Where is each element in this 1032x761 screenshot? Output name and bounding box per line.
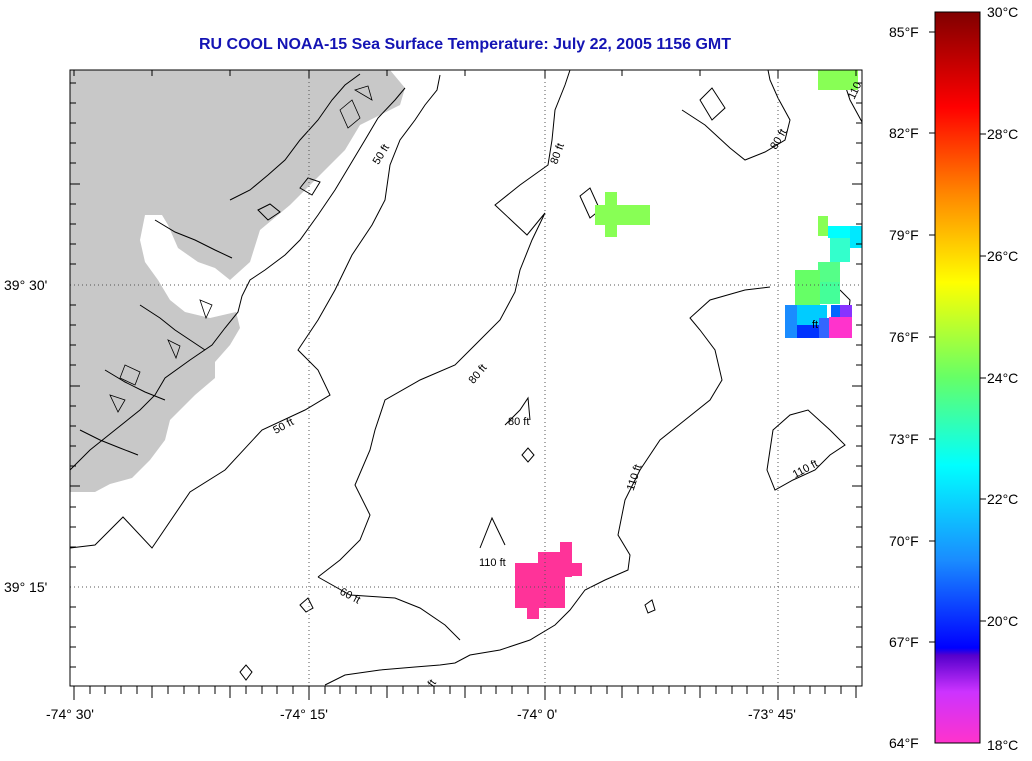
coastline [69,87,406,471]
colorbar-f-label: 70°F [889,533,919,549]
lon-label-74-15: -74° 15' [280,706,328,722]
lon-label-74-30: -74° 30' [46,706,94,722]
colorbar [934,11,981,744]
colorbar-c-label: 24°C [987,370,1019,386]
colorbar-f-label: 73°F [889,431,919,447]
contour-label: 110 ft [791,458,820,481]
graticule [70,70,862,686]
contour-label: 50 ft [371,142,393,167]
colorbar-c-label: 22°C [987,491,1019,507]
colorbar-c-label: 18°C [987,737,1019,753]
contour-label: 60 ft [338,586,363,607]
contour-label: 110 ft [625,463,645,492]
contour-label: 110 ft [479,557,506,569]
colorbar-f-label: 67°F [889,634,919,650]
lat-label-39-15: 39° 15' [4,579,48,595]
colorbar-f-label: 85°F [889,24,919,40]
lat-label-39-30: 39° 30' [4,277,48,293]
inner-coastline [79,73,361,456]
axis-ticks [70,70,862,700]
colorbar-ticks [929,31,986,643]
contour-label: 80 ft [768,127,789,152]
land-area [70,70,405,492]
sst-patch-pink [515,542,582,619]
contour-label: 80 ft [508,416,529,428]
lon-label-73-45: -73° 45' [748,706,796,722]
colorbar-c-label: 26°C [987,248,1019,264]
sst-patch-green [595,70,858,237]
marsh-channels [109,85,373,413]
contour-label: ft [812,319,818,331]
colorbar-f-label: 79°F [889,227,919,243]
contour-label: 50 ft [271,416,296,437]
colorbar-c-label: 28°C [987,126,1019,142]
lon-label-74-0: -74° 0' [517,706,558,722]
colorbar-c-label: 20°C [987,613,1019,629]
sst-patch-east [785,216,862,338]
colorbar-c-label: 30°C [987,4,1019,20]
colorbar-f-label: 82°F [889,125,919,141]
contour-label: 80 ft [467,362,490,386]
map-frame [69,69,863,687]
colorbar-f-label: 76°F [889,329,919,345]
map-title: RU COOL NOAA-15 Sea Surface Temperature:… [198,36,732,53]
colorbar-f-label: 64°F [889,735,919,751]
contour-label: ft [426,677,439,689]
